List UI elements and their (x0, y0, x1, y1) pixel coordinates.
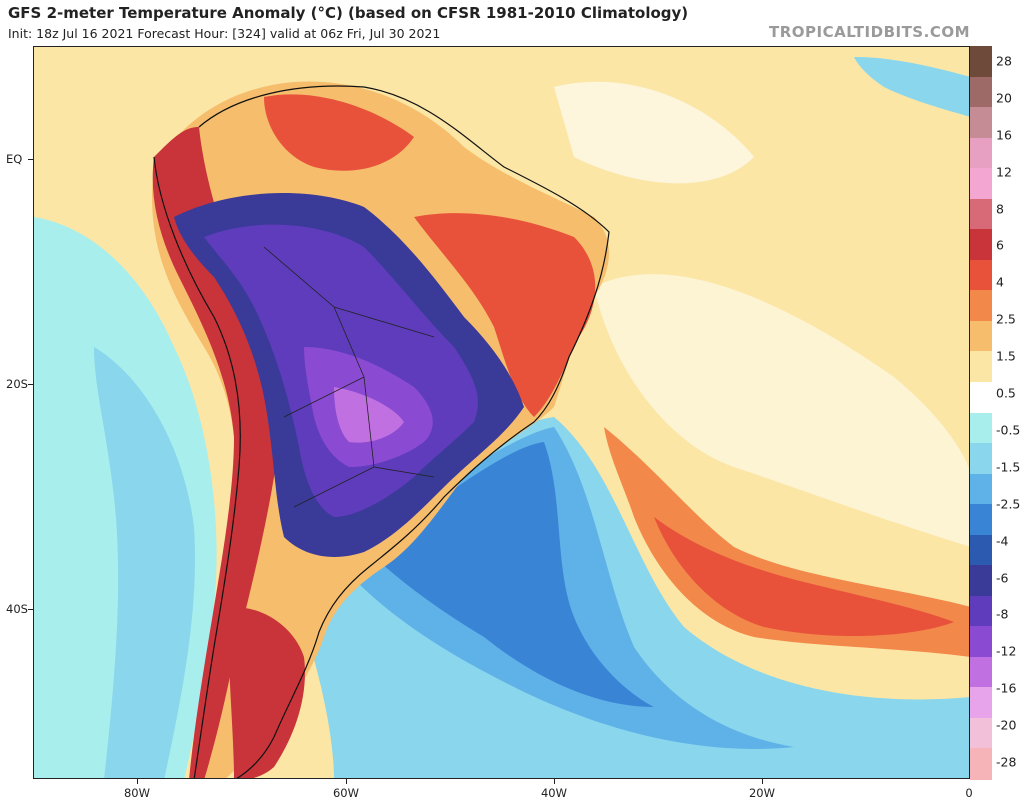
lon-label-20w: 20W (748, 786, 776, 800)
colorbar-swatch (970, 168, 992, 200)
colorbar-label: 2.5 (996, 311, 1016, 327)
colorbar-label: 12 (996, 164, 1012, 180)
colorbar-swatch (970, 76, 992, 108)
colorbar-swatch (970, 687, 992, 719)
colorbar-swatch (970, 320, 992, 353)
lon-tick (137, 779, 138, 784)
colorbar-swatch (970, 748, 992, 780)
colorbar-label: -8 (996, 606, 1009, 622)
brazil-n-warm (264, 94, 414, 171)
colorbar-swatch (970, 107, 992, 139)
lon-label-0: 0 (965, 786, 973, 800)
lat-label-40s: 40S (6, 602, 28, 616)
colorbar-label: -2.5 (996, 496, 1021, 512)
colorbar-swatch (970, 259, 992, 291)
colorbar-swatch (970, 656, 992, 688)
colorbar-label: -1.5 (996, 459, 1021, 475)
lat-label-20s: 20S (6, 377, 28, 391)
hot-atlantic-core (654, 517, 954, 637)
lon-label-60w: 60W (332, 786, 360, 800)
colorbar-swatch (970, 351, 992, 383)
anomaly-map[interactable] (33, 46, 970, 779)
colorbar-label: -0.5 (996, 422, 1021, 438)
west-coastline (153, 156, 241, 778)
colorbar-label: 28 (996, 53, 1012, 69)
map-subtitle: Init: 18z Jul 16 2021 Forecast Hour: [32… (8, 26, 441, 41)
map-title: GFS 2-meter Temperature Anomaly (°C) (ba… (8, 4, 689, 22)
colorbar-swatch (970, 229, 992, 261)
colorbar-swatch (970, 381, 992, 414)
colorbar-label: -12 (996, 643, 1017, 659)
colorbar-swatch (970, 412, 992, 444)
lon-label-80w: 80W (123, 786, 151, 800)
colorbar-label: 1.5 (996, 348, 1016, 364)
colorbar-label: 0.5 (996, 385, 1016, 401)
border-lines (263, 246, 435, 508)
colorbar-label: -28 (996, 754, 1017, 770)
neutral-patch-east (594, 274, 969, 547)
lat-tick (28, 609, 33, 610)
brazil-ne-warm (414, 213, 596, 417)
anomaly-field (34, 47, 969, 778)
colorbar-label: 4 (996, 274, 1004, 290)
colorbar-swatch (970, 290, 992, 322)
neutral-patch-north (554, 81, 754, 184)
lat-label-eq: EQ (6, 152, 23, 166)
colorbar-label: 16 (996, 127, 1012, 143)
coastline (198, 85, 610, 778)
colorbar-swatch (970, 565, 992, 597)
cool-pacific-inner (94, 347, 195, 778)
colorbar-swatch (970, 46, 992, 78)
warm-atlantic-band (604, 427, 969, 657)
lon-tick (762, 779, 763, 784)
colorbar-swatch (970, 443, 992, 475)
brand-watermark: TROPICALTIDBITS.COM (769, 23, 970, 41)
coldest-core (334, 387, 404, 443)
colorbar-swatch (970, 137, 992, 169)
colorbar-swatch (970, 626, 992, 658)
colorbar-label: -16 (996, 680, 1017, 696)
colorbar-label: 20 (996, 90, 1012, 106)
colorbar-swatch (970, 473, 992, 505)
colorbar-label: -20 (996, 717, 1017, 733)
colorbar-swatch (970, 595, 992, 627)
colorbar-label: 8 (996, 201, 1004, 217)
lat-tick (28, 159, 33, 160)
colorbar-label: -4 (996, 533, 1009, 549)
lon-tick (554, 779, 555, 784)
patagonia-hot (229, 607, 305, 778)
africa-coast (854, 57, 969, 117)
lon-label-40w: 40W (540, 786, 568, 800)
colorbar (970, 46, 992, 780)
colorbar-swatch (970, 504, 992, 536)
colorbar-swatch (970, 534, 992, 566)
lat-tick (28, 384, 33, 385)
lon-tick (346, 779, 347, 784)
colorbar-swatch (970, 717, 992, 750)
colorbar-label: -6 (996, 570, 1009, 586)
colorbar-swatch (970, 198, 992, 230)
colorbar-label: 6 (996, 237, 1004, 253)
